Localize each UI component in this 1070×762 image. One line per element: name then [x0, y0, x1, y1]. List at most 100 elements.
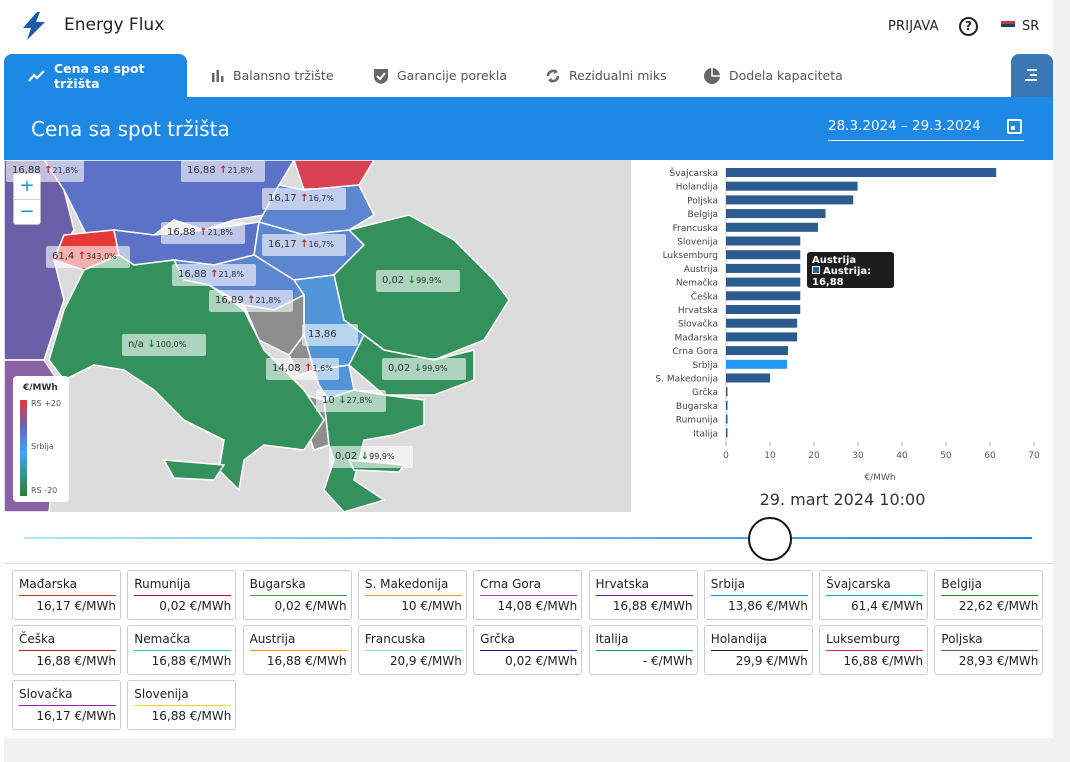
card-price: 0,02 €/MWh [159, 599, 232, 613]
card-price: - €/MWh [642, 654, 693, 668]
card-country: Luksemburg [826, 631, 924, 651]
card-country: Bugarska [249, 576, 347, 596]
label-percent: 21,8% [227, 166, 253, 175]
bar[interactable] [726, 236, 801, 246]
card-country: Slovačka [19, 686, 116, 706]
country-price-card[interactable]: Slovačka 16,17 €/MWh [12, 680, 121, 730]
country-price-card[interactable]: Francuska 20,9 €/MWh [357, 625, 467, 675]
map-panel[interactable]: + − €/MWh RS +20 Srbija RS -20 16,88 ↑21… [4, 160, 631, 512]
bar[interactable] [726, 332, 798, 342]
label-percent: 21,8% [255, 296, 281, 305]
bar[interactable] [726, 181, 858, 191]
x-axis-title: €/MWh [864, 473, 895, 483]
country-price-card[interactable]: Poljska 28,93 €/MWh [934, 625, 1044, 675]
time-slider[interactable] [4, 512, 1053, 564]
country-price-card[interactable]: Crna Gora 14,08 €/MWh [473, 570, 583, 620]
category-label: Belgija [688, 210, 718, 220]
category-label: Mađarska [675, 333, 718, 343]
tab-guarantees[interactable]: Garancije porekla [373, 54, 507, 97]
bar[interactable] [726, 346, 788, 356]
country-price-card[interactable]: Italija - €/MWh [588, 625, 698, 675]
map-price-label: n/a ↓100,0% [122, 334, 206, 356]
x-tick-label: 70 [1028, 451, 1040, 461]
card-country: Rumunija [134, 576, 232, 596]
map-price-label: 16,88 ↑21,8% [181, 160, 265, 182]
bar[interactable] [726, 222, 818, 232]
zoom-out-button[interactable]: − [14, 199, 40, 224]
country-price-card[interactable]: Bugarska 0,02 €/MWh [242, 570, 352, 620]
tab-spot-price[interactable]: Cena sa spot tržišta [4, 54, 187, 97]
bar[interactable] [726, 373, 770, 383]
tab-label: Garancije porekla [397, 68, 508, 83]
country-price-card[interactable]: Slovenija 16,88 €/MWh [127, 680, 237, 730]
country-price-card[interactable]: Mađarska 16,17 €/MWh [12, 570, 121, 620]
bar[interactable] [726, 195, 854, 205]
country-price-card[interactable]: Švajcarska 61,4 €/MWh [819, 570, 929, 620]
map-price-label: 16,88 ↑21,8% [172, 264, 256, 286]
label-percent: 21,8% [52, 166, 78, 175]
country-price-card[interactable]: Austrija 16,88 €/MWh [242, 625, 352, 675]
arrow-up-icon: ↑ [300, 363, 313, 374]
bar[interactable] [726, 277, 801, 287]
login-link[interactable]: PRIJAVA [888, 19, 939, 34]
bar[interactable] [726, 209, 826, 219]
country-price-card[interactable]: Hrvatska 16,88 €/MWh [588, 570, 698, 620]
bar[interactable] [726, 263, 801, 273]
category-label: S. Makedonija [655, 375, 718, 385]
bar[interactable] [726, 387, 728, 397]
bar[interactable] [726, 318, 798, 328]
language-selector[interactable]: SR [1022, 19, 1040, 34]
bar[interactable] [726, 250, 801, 260]
card-country: Austrija [249, 631, 347, 651]
map-price-label: 16,88 ↑21,8% [161, 222, 245, 244]
bar[interactable] [726, 359, 787, 369]
label-percent: 16,7% [308, 194, 334, 203]
label-value: 10 [322, 395, 335, 406]
tab-residual-mix[interactable]: Rezidualni miks [545, 54, 667, 97]
country-price-card[interactable]: Srbija 13,86 €/MWh [703, 570, 813, 620]
country-price-card[interactable]: Rumunija 0,02 €/MWh [127, 570, 237, 620]
slider-handle[interactable] [747, 517, 792, 561]
x-tick-label: 50 [940, 451, 952, 461]
card-price: 16,17 €/MWh [36, 599, 116, 613]
tab-capacity[interactable]: Dodela kapaciteta [703, 54, 843, 97]
bar[interactable] [726, 305, 801, 314]
card-country: Belgija [941, 576, 1039, 596]
country-price-card[interactable]: Nemačka 16,88 €/MWh [127, 625, 237, 675]
map-price-label: 0,02 ↓99,9% [382, 358, 466, 380]
legend-mid-label: Srbija [31, 442, 54, 451]
label-value: 61,4 [52, 251, 75, 262]
bar[interactable] [726, 291, 801, 301]
bar[interactable] [726, 428, 728, 438]
country-price-card[interactable]: Grčka 0,02 €/MWh [473, 625, 583, 675]
category-label: Italija [693, 429, 718, 439]
calendar-icon[interactable] [1007, 119, 1022, 134]
card-price: 29,9 €/MWh [735, 654, 808, 668]
map-price-label: 0,02 ↓99,9% [329, 446, 413, 468]
slider-track[interactable] [24, 537, 1032, 539]
bar[interactable] [726, 168, 997, 177]
app-title: Energy Flux [64, 15, 165, 35]
label-percent: 99,9% [416, 276, 442, 285]
country-price-card[interactable]: Holandija 29,9 €/MWh [703, 625, 813, 675]
bar[interactable] [726, 400, 728, 410]
label-percent: 100,0% [155, 340, 187, 349]
category-label: Slovenija [677, 238, 718, 248]
country-price-card[interactable]: S. Makedonija 10 €/MWh [357, 570, 467, 620]
date-range-field[interactable]: 28.3.2024 – 29.3.2024 [828, 118, 1024, 141]
label-value: n/a [128, 339, 144, 350]
serbia-flag-icon[interactable] [1001, 21, 1015, 30]
filter-menu-button[interactable] [1011, 54, 1053, 97]
country-price-card[interactable]: Češka 16,88 €/MWh [12, 625, 121, 675]
country-price-card[interactable]: Luksemburg 16,88 €/MWh [819, 625, 929, 675]
label-value: 16,88 [167, 227, 196, 238]
map-price-label: 16,17 ↑16,7% [262, 188, 346, 210]
tab-balancing[interactable]: Balansno tržište [211, 54, 334, 97]
bar[interactable] [726, 414, 728, 424]
category-label: Austrija [684, 265, 718, 275]
legend-gradient [20, 400, 27, 496]
label-value: 16,88 [187, 165, 216, 176]
country-price-card[interactable]: Belgija 22,62 €/MWh [934, 570, 1044, 620]
help-icon[interactable]: ? [959, 17, 978, 36]
